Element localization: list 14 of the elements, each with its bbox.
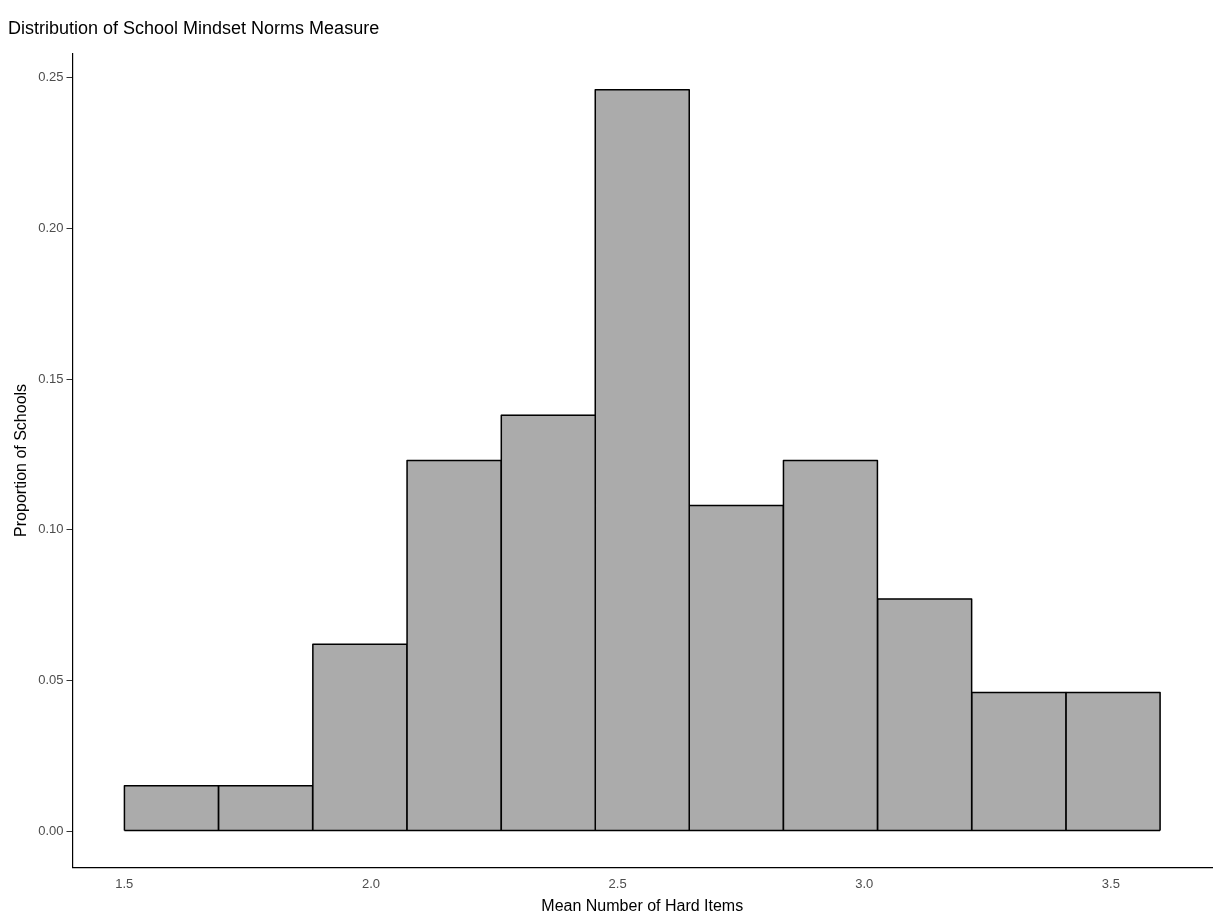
y-tick-label: 0.25	[38, 69, 64, 85]
y-tick-label: 0.15	[38, 370, 64, 386]
chart-title: Distribution of School Mindset Norms Measure	[8, 17, 380, 38]
x-axis-title: Mean Number of Hard Items	[541, 896, 744, 914]
y-tick-label: 0.10	[38, 521, 64, 537]
y-axis-title: Proportion of Schools	[12, 383, 30, 537]
x-tick-label: 3.0	[855, 875, 874, 891]
x-tick-label: 2.5	[608, 875, 627, 891]
y-tick-label: 0.05	[38, 671, 64, 687]
x-tick-label: 3.5	[1101, 875, 1120, 891]
y-tick-label: 0.20	[38, 219, 64, 235]
x-tick-label: 2.0	[361, 875, 380, 891]
y-tick-label: 0.00	[38, 822, 64, 838]
x-tick-label: 1.5	[115, 875, 134, 891]
